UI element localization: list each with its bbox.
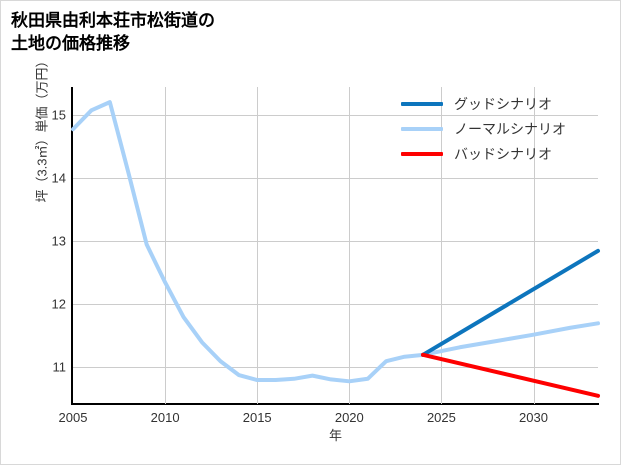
gridline-horizontal (73, 241, 598, 243)
series-line (421, 248, 600, 357)
y-axis-title: 坪（3.3㎡）単価（万円） (34, 54, 50, 203)
gridline-horizontal (73, 178, 598, 180)
gridline-vertical (349, 87, 351, 404)
series-line (421, 352, 600, 398)
gridline-vertical (165, 87, 167, 404)
x-tick-label: 2020 (334, 410, 364, 425)
legend-color-swatch (401, 101, 443, 106)
series-lines (71, 100, 600, 398)
legend-item-normal[interactable]: ノーマルシナリオ (401, 116, 616, 141)
x-tick-label: 2025 (426, 410, 456, 425)
y-axis-line (71, 87, 73, 405)
chart-legend: グッドシナリオ ノーマルシナリオ バッドシナリオ (401, 91, 616, 166)
plot-area: 11 12 13 14 15 2005 2010 2015 2020 2025 2030 (52, 87, 600, 425)
x-tick-label: 2015 (242, 410, 272, 425)
gridline-vertical (533, 87, 535, 404)
page-title: 秋田県由利本荘市松街道の 土地の価格推移 (11, 11, 215, 54)
legend-color-swatch (401, 126, 443, 131)
x-tick-label: 2005 (58, 410, 88, 425)
legend-label: ノーマルシナリオ (454, 120, 566, 137)
series-line (71, 100, 600, 384)
x-axis-line (72, 403, 599, 405)
y-tick-label: 15 (51, 107, 66, 123)
x-tick-label: 2030 (519, 410, 548, 425)
gridline-horizontal (73, 367, 598, 369)
gridline-vertical (441, 87, 443, 404)
y-tick-label: 11 (52, 359, 67, 375)
legend-item-bad[interactable]: バッドシナリオ (401, 141, 616, 166)
gridline-horizontal (73, 115, 598, 117)
x-tick-label: 2010 (150, 410, 180, 425)
y-tick-label: 13 (51, 233, 66, 249)
legend-item-good[interactable]: グッドシナリオ (401, 91, 616, 116)
legend-color-swatch (401, 151, 443, 156)
legend-label: グッドシナリオ (454, 95, 552, 112)
x-axis-title: 年 (328, 428, 342, 443)
legend-label: バッドシナリオ (454, 145, 552, 162)
gridline-vertical (257, 87, 259, 404)
y-tick-label: 14 (51, 170, 66, 186)
gridline-horizontal (73, 304, 598, 306)
y-tick-label: 12 (51, 296, 66, 312)
